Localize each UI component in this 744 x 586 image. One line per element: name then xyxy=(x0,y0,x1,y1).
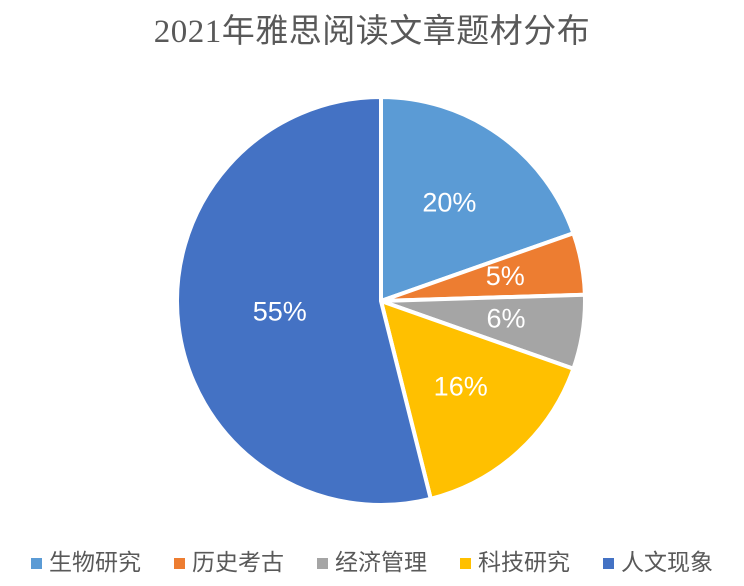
legend-label-economics: 经济管理 xyxy=(335,550,427,575)
legend-swatch-economics-icon xyxy=(317,557,328,569)
pie-slices-group xyxy=(175,95,587,507)
legend-swatch-technology-icon xyxy=(460,557,471,569)
legend-label-biology: 生物研究 xyxy=(49,550,141,575)
legend-label-technology: 科技研究 xyxy=(478,550,570,575)
legend-label-humanities: 人文现象 xyxy=(621,550,713,575)
legend-swatch-history-icon xyxy=(174,557,185,569)
pie-label-humanities: 55% xyxy=(253,297,307,327)
pie-svg: 20% 5% 6% 16% 55% xyxy=(175,95,587,507)
pie-label-history: 5% xyxy=(486,261,525,291)
legend-item-biology[interactable]: 生物研究 xyxy=(31,550,141,576)
plot-area: 20% 5% 6% 16% 55% xyxy=(0,60,744,520)
pie-label-biology: 20% xyxy=(422,188,476,218)
legend-item-humanities[interactable]: 人文现象 xyxy=(603,550,713,576)
legend-swatch-humanities-icon xyxy=(603,557,614,569)
chart-title: 2021年雅思阅读文章题材分布 xyxy=(153,14,591,50)
legend-item-technology[interactable]: 科技研究 xyxy=(460,550,570,576)
legend-swatch-biology-icon xyxy=(31,557,42,569)
pie-slice-technology[interactable] xyxy=(379,299,576,501)
pie-labels-group: 20% 5% 6% 16% 55% xyxy=(253,188,526,402)
legend-label-history: 历史考古 xyxy=(192,550,284,575)
legend-item-economics[interactable]: 经济管理 xyxy=(317,550,427,576)
pie-slice-humanities[interactable] xyxy=(175,95,433,507)
pie-label-economics: 6% xyxy=(486,304,525,334)
legend-item-history[interactable]: 历史考古 xyxy=(174,550,284,576)
pie-label-technology: 16% xyxy=(434,372,488,402)
chart-legend: 生物研究 历史考古 经济管理 科技研究 人文现象 xyxy=(0,540,744,586)
